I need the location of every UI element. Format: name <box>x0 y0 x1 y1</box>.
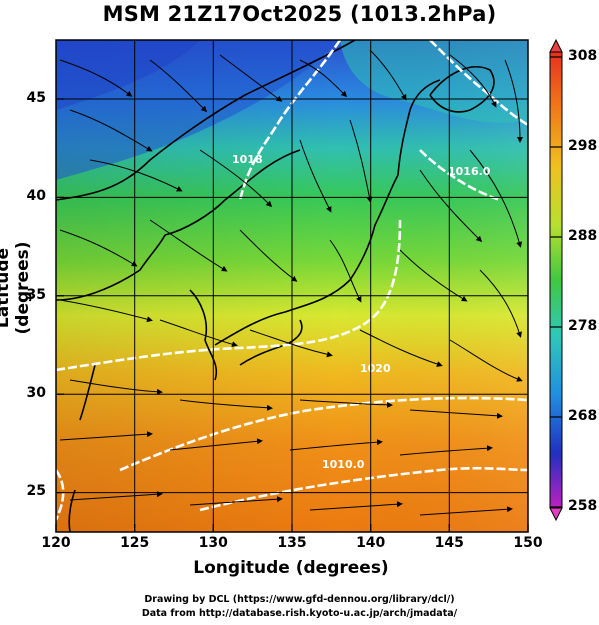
x-tick-label: 120 <box>41 535 71 551</box>
colorbar-tick-label: 258 <box>568 498 598 514</box>
colorbar-tick-label: 288 <box>568 228 598 244</box>
map-title: MSM 21Z17Oct2025 (1013.2hPa) <box>102 2 497 26</box>
colorbar-tick-label: 268 <box>568 408 598 424</box>
x-tick-label: 130 <box>198 535 228 551</box>
isobars <box>56 40 528 521</box>
x-axis-label: Longitude (degrees) <box>193 558 389 578</box>
colorbar-tick-label: 298 <box>568 138 598 154</box>
credit-drawing: Drawing by DCL (https://www.gfd-dennou.o… <box>144 594 455 605</box>
contour-label: 1018 <box>232 153 263 166</box>
contour-label: 1016.0 <box>448 165 491 178</box>
y-tick-label: 45 <box>26 90 46 106</box>
wind-streamlines <box>59 49 523 516</box>
colorbar-tick-label: 278 <box>568 318 598 334</box>
colorbar-bottom-triangle <box>549 507 563 522</box>
x-tick-label: 135 <box>277 535 307 551</box>
coastline <box>56 40 495 532</box>
x-tick-label: 145 <box>434 535 464 551</box>
y-tick-label: 30 <box>26 385 46 401</box>
x-tick-label: 140 <box>356 535 386 551</box>
y-tick-label: 40 <box>26 188 46 204</box>
y-tick-label: 25 <box>26 483 46 499</box>
x-tick-label: 125 <box>120 535 150 551</box>
contour-label: 1020 <box>360 362 391 375</box>
colorbar-tick-label: 308 <box>568 48 598 64</box>
contour-label: 1010.0 <box>322 458 365 471</box>
y-tick-label: 35 <box>26 287 46 303</box>
colorbar-bar <box>549 51 563 509</box>
colorbar-top-triangle <box>549 38 563 53</box>
x-tick-label: 150 <box>513 535 543 551</box>
grid-lines <box>56 40 528 532</box>
credit-data: Data from http://database.rish.kyoto-u.a… <box>141 608 458 619</box>
